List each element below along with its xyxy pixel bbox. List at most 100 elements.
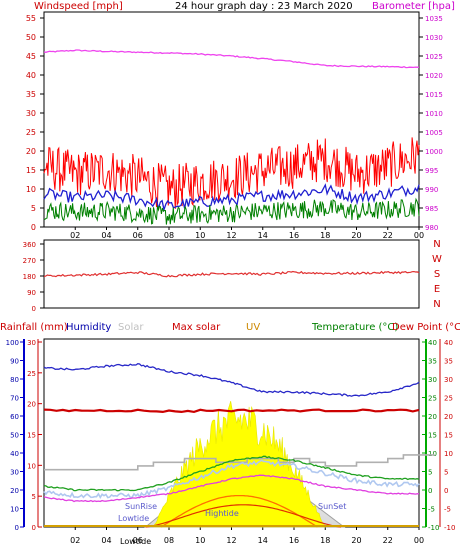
humidity-tick-label: 70 — [10, 395, 19, 403]
chart-marks-layer: 0510152025303540455055980985990995100010… — [0, 14, 460, 546]
humidity-tick-label: 40 — [10, 450, 19, 458]
direction-tick-label: 0 — [32, 305, 36, 313]
baro-tick-label: 980 — [425, 224, 438, 232]
temperature-axis-label: Temperature (°C) — [311, 322, 398, 333]
compass-letter: N — [433, 239, 440, 250]
sunset-label: SunSet — [318, 502, 346, 511]
dewpoint-tick-label: 15 — [444, 432, 453, 440]
wind-x-tick-label: 12 — [226, 231, 236, 240]
dewpoint-tick-label: 20 — [444, 413, 453, 421]
baro-tick-label: 1010 — [425, 110, 443, 118]
uv-axis-label: UV — [246, 322, 260, 333]
temperature-line — [43, 455, 420, 492]
baro-tick-label: 985 — [425, 205, 438, 213]
dewpoint-tick-label: 30 — [444, 376, 453, 384]
compass-letter: N — [433, 299, 440, 310]
barometer-line — [43, 49, 420, 69]
temp-x-tick-label: 18 — [320, 536, 330, 545]
temperature-tick-label: 40 — [428, 339, 437, 347]
humidity-tick-label: 0 — [15, 524, 19, 532]
temperature-tick-label: -5 — [428, 506, 435, 514]
temperature-tick-label: 35 — [428, 358, 437, 366]
wind-x-tick-label: 04 — [101, 231, 111, 240]
temp-x-tick-label: 00 — [414, 536, 424, 545]
humidity-tick-label: 80 — [10, 376, 19, 384]
temperature-tick-label: 5 — [428, 469, 432, 477]
dewpoint-tick-label: -10 — [444, 524, 455, 532]
barometer-axis-label: Barometer [hpa] — [372, 1, 455, 12]
rainfall-tick-label: 15 — [27, 432, 36, 440]
wind-x-tick-label: 22 — [383, 231, 393, 240]
baro-tick-label: 990 — [425, 186, 438, 194]
baro-tick-label: 1000 — [425, 148, 443, 156]
baro-tick-label: 1030 — [425, 34, 443, 42]
wind-speed-line — [43, 197, 420, 225]
baro-tick-label: 1025 — [425, 53, 443, 61]
hightide-label: Hightide — [205, 509, 239, 518]
wind-x-tick-label: 02 — [70, 231, 80, 240]
temp-x-tick-label: 22 — [383, 536, 393, 545]
dewpoint-tick-label: 5 — [444, 469, 448, 477]
wind-tick-label: 40 — [26, 71, 36, 80]
uv-line — [160, 494, 318, 528]
temp-x-tick-label: 10 — [195, 536, 205, 545]
humidity-line — [43, 363, 420, 397]
rainfall-tick-label: 25 — [27, 370, 36, 378]
humidity-tick-label: 60 — [10, 413, 19, 421]
rainfall-tick-label: 10 — [27, 462, 36, 470]
wind-tick-label: 30 — [26, 109, 36, 118]
dewpoint-tick-label: 35 — [444, 358, 453, 366]
dewpoint-tick-label: 10 — [444, 450, 453, 458]
windspeed-axis-label: Windspeed [mph] — [34, 1, 123, 12]
rainfall-tick-label: 0 — [32, 524, 36, 532]
humidity-tick-label: 20 — [10, 487, 19, 495]
temperature-tick-label: 15 — [428, 432, 437, 440]
wind-tick-label: 5 — [31, 204, 36, 213]
wind-x-tick-label: 20 — [351, 231, 361, 240]
dewpoint-tick-label: 25 — [444, 395, 453, 403]
wind-average-line — [43, 183, 420, 213]
temp-x-tick-label: 12 — [226, 536, 236, 545]
solar-axis-label: Solar — [118, 322, 144, 333]
dewpoint-line — [43, 474, 420, 503]
page-title: 24 hour graph day : 23 March 2020 — [175, 1, 353, 12]
max-solar-line — [145, 504, 341, 528]
temp-x-tick-label: 04 — [101, 536, 111, 545]
sunrise-label: SunRise — [125, 502, 157, 511]
temp-x-tick-label: 02 — [70, 536, 80, 545]
humidity-tick-label: 30 — [10, 469, 19, 477]
rainfall-axis-label: Rainfall (mm) — [0, 322, 68, 333]
wind-tick-label: 35 — [26, 90, 36, 99]
wind-x-tick-label: 00 — [414, 231, 424, 240]
wind-tick-label: 50 — [26, 33, 36, 42]
wind-tick-label: 20 — [26, 147, 36, 156]
wind-x-tick-label: 18 — [320, 231, 330, 240]
maxsolar-axis-label: Max solar — [172, 322, 221, 333]
solar-line — [44, 454, 435, 471]
temperature-tick-label: 10 — [428, 450, 437, 458]
wind-x-tick-label: 08 — [164, 231, 174, 240]
wind-tick-label: 45 — [26, 52, 36, 61]
humidity-tick-label: 50 — [10, 432, 19, 440]
rainfall-line — [43, 408, 420, 414]
rainfall-tick-label: 5 — [32, 493, 36, 501]
compass-letter: W — [432, 254, 442, 265]
wind-x-tick-label: 14 — [258, 231, 268, 240]
direction-panel-frame — [43, 239, 420, 309]
wind-tick-label: 0 — [31, 223, 36, 232]
wind-tick-label: 55 — [26, 14, 36, 23]
direction-tick-label: 180 — [23, 273, 36, 281]
baro-tick-label: 1005 — [425, 129, 443, 137]
lowtide-label: Lowtide — [118, 514, 149, 523]
baro-tick-label: 1015 — [425, 91, 443, 99]
compass-letter: S — [434, 269, 440, 280]
temperature-tick-label: 0 — [428, 487, 432, 495]
rainfall-tick-label: 20 — [27, 401, 36, 409]
wind-gust-line — [43, 137, 420, 209]
humidity-tick-label: 90 — [10, 358, 19, 366]
wind-direction-line — [43, 270, 420, 278]
humidity-tick-label: 10 — [10, 506, 19, 514]
wind-x-tick-label: 10 — [195, 231, 205, 240]
